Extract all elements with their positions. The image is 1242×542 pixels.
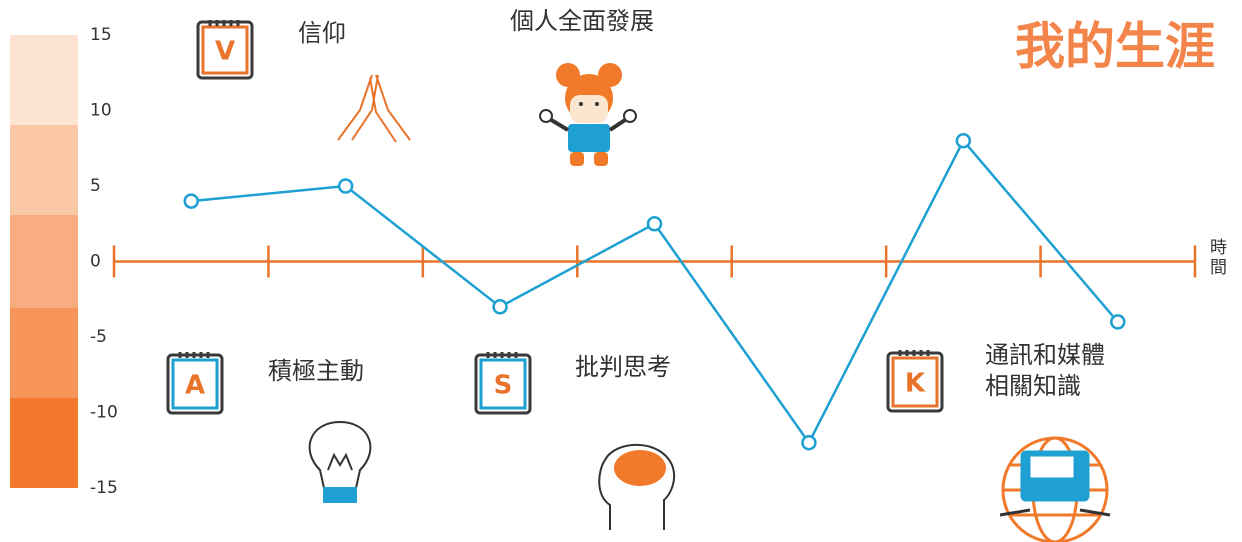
chart-title: 我的生涯 — [1015, 18, 1215, 76]
color-scale — [10, 35, 78, 488]
point — [646, 216, 663, 232]
y-tick-label: 5 — [90, 176, 101, 196]
annotation-label: 積極主動 — [268, 357, 364, 385]
y-tick-label: -5 — [90, 327, 107, 347]
child-icon — [539, 63, 637, 166]
point — [337, 178, 354, 194]
lightbulb-icon — [308, 420, 372, 503]
badge-letter: V — [215, 37, 235, 67]
x-axis-label: 時間 — [1210, 238, 1227, 279]
badge-s: S — [474, 352, 532, 415]
globe-icon — [999, 436, 1111, 542]
annotation-label: 個人全面發展 — [510, 7, 654, 35]
point — [183, 193, 199, 209]
praying-hands-icon — [337, 74, 411, 143]
badge-v: V — [196, 20, 254, 80]
y-tick-label: 15 — [90, 25, 112, 45]
annotation-label: 通訊和媒體相關知識 — [985, 341, 1105, 401]
point — [1110, 314, 1126, 330]
point — [492, 299, 508, 315]
y-tick-label: 0 — [90, 252, 101, 272]
line — [191, 138, 1119, 446]
brain-head-icon — [598, 443, 676, 530]
y-tick-label: -10 — [90, 403, 118, 423]
badge-a: A — [166, 352, 224, 415]
badge-k: K — [886, 350, 944, 413]
badge-letter: K — [905, 369, 926, 399]
y-tick-label: 10 — [90, 101, 112, 121]
point — [801, 434, 817, 451]
y-tick-label: -15 — [90, 478, 118, 498]
badge-letter: S — [494, 371, 513, 401]
annotation-label: 批判思考 — [575, 353, 671, 381]
annotation-label: 信仰 — [298, 19, 346, 47]
point — [955, 132, 972, 149]
badge-letter: A — [185, 371, 205, 401]
